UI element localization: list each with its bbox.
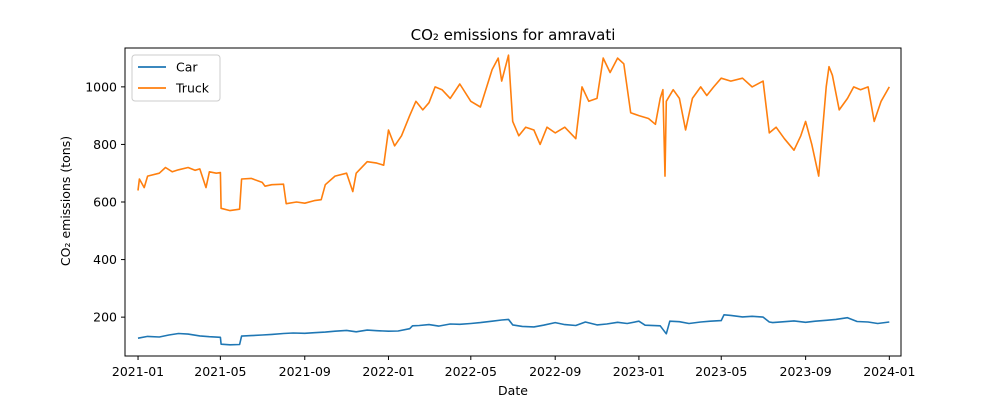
- plot-area: 2021-01 2021-05 2021-09 2022-01 2022-05 2022-…: [85, 54, 915, 379]
- x-tick-label: 2021-01: [112, 364, 164, 379]
- y-tick-label: 600: [93, 195, 117, 210]
- legend-label-truck: Truck: [175, 81, 210, 96]
- x-tick-label: 2024-01: [863, 364, 915, 379]
- legend-label-car: Car: [176, 60, 198, 75]
- x-tick-label: 2022-09: [529, 364, 581, 379]
- x-tick-label: 2023-05: [695, 364, 747, 379]
- x-tick-label: 2023-01: [613, 364, 665, 379]
- plot-frame: [124, 47, 902, 357]
- x-tick-label: 2022-01: [362, 364, 414, 379]
- y-tick-label: 1000: [85, 79, 117, 94]
- y-tick-label: 400: [93, 252, 117, 267]
- y-tick-label: 200: [93, 310, 117, 325]
- x-tick-label: 2023-09: [780, 364, 832, 379]
- x-tick-label: 2021-09: [279, 364, 331, 379]
- x-tick-label: 2022-05: [445, 364, 497, 379]
- y-tick-label: 800: [93, 137, 117, 152]
- y-axis-label: CO₂ emissions (tons): [58, 136, 73, 266]
- legend: Car Truck: [131, 54, 221, 102]
- x-axis-label: Date: [498, 383, 528, 398]
- x-tick-label: 2021-05: [194, 364, 246, 379]
- series-line-car: [137, 313, 890, 346]
- chart-title: CO₂ emissions for amravati: [411, 26, 616, 44]
- series-line-truck: [137, 54, 890, 212]
